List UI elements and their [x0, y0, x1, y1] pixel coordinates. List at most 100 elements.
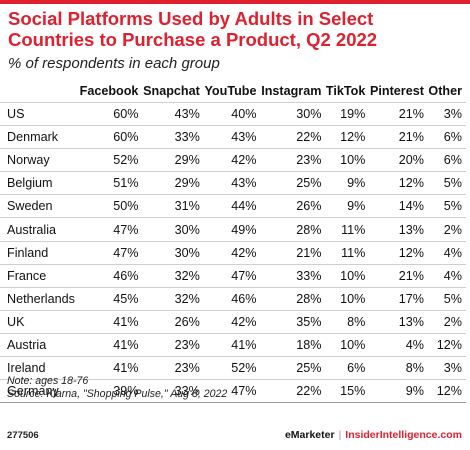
- value-cell: 33%: [142, 125, 204, 149]
- value-cell: 31%: [142, 194, 204, 218]
- table-row: Belgium 51% 29% 43% 25% 9% 12% 5%: [0, 171, 466, 195]
- column-header: Facebook: [79, 84, 139, 98]
- value-cell: 47%: [203, 263, 261, 288]
- table-row: Australia 47% 30% 49% 28% 11% 13% 2%: [0, 217, 466, 242]
- value-cell: 10%: [325, 263, 370, 288]
- country-label: Belgium: [0, 171, 79, 195]
- value-cell: 44%: [203, 194, 261, 218]
- table-row: Finland 47% 30% 42% 21% 11% 12% 4%: [0, 240, 466, 265]
- value-cell: 3%: [427, 356, 466, 380]
- column-header: YouTube: [204, 84, 257, 98]
- value-cell: 21%: [369, 263, 428, 288]
- value-cell: 5%: [427, 286, 466, 311]
- value-cell: 6%: [427, 125, 466, 149]
- note-text: Note: ages 18-76: [7, 375, 89, 387]
- value-cell: 6%: [427, 148, 466, 172]
- value-cell: 52%: [78, 148, 143, 172]
- table-row: US 60% 43% 40% 30% 19% 21% 3%: [0, 101, 466, 126]
- value-cell: 30%: [142, 217, 204, 242]
- value-cell: 21%: [260, 240, 326, 265]
- value-cell: 17%: [369, 286, 428, 311]
- table-body: US 60% 43% 40% 30% 19% 21% 3% Denmark 60% 33% 43% 22…: [0, 101, 466, 404]
- top-accent-rule: [0, 0, 470, 4]
- value-cell: 18%: [260, 332, 326, 357]
- value-cell: 21%: [369, 101, 428, 126]
- table-row: Sweden 50% 31% 44% 26% 9% 14% 5%: [0, 194, 466, 218]
- value-cell: 41%: [78, 309, 143, 334]
- table-row: Austria 41% 23% 41% 18% 10% 4% 12%: [0, 332, 466, 357]
- value-cell: 29%: [142, 171, 204, 195]
- value-cell: 60%: [78, 125, 143, 149]
- value-cell: 52%: [203, 356, 261, 380]
- value-cell: 29%: [142, 148, 204, 172]
- value-cell: 26%: [142, 309, 204, 334]
- table-row: Denmark 60% 33% 43% 22% 12% 21% 6%: [0, 125, 466, 149]
- value-cell: 50%: [78, 194, 143, 218]
- value-cell: 9%: [369, 379, 428, 404]
- value-cell: 12%: [427, 379, 466, 404]
- value-cell: 15%: [325, 379, 370, 404]
- value-cell: 49%: [203, 217, 261, 242]
- value-cell: 2%: [427, 217, 466, 242]
- header-row: Facebook Snapchat YouTube Instagram TikT…: [0, 80, 466, 103]
- value-cell: 32%: [142, 263, 204, 288]
- value-cell: 12%: [427, 332, 466, 357]
- value-cell: 43%: [142, 101, 204, 126]
- value-cell: 32%: [142, 286, 204, 311]
- value-cell: 13%: [369, 309, 428, 334]
- value-cell: 10%: [325, 148, 370, 172]
- brand-insider-intelligence: InsiderIntelligence.com: [345, 429, 462, 441]
- value-cell: 8%: [369, 356, 428, 380]
- value-cell: 14%: [369, 194, 428, 218]
- value-cell: 3%: [427, 101, 466, 126]
- value-cell: 25%: [260, 356, 326, 380]
- column-header: Snapchat: [143, 84, 200, 98]
- chart-subtitle: % of respondents in each group: [8, 55, 220, 72]
- source-text: Source: Klarna, "Shopping Pulse," Aug 8,…: [7, 388, 228, 400]
- value-cell: 39%: [78, 379, 143, 404]
- value-cell: 6%: [325, 356, 370, 380]
- table-row: UK 41% 26% 42% 35% 8% 13% 2%: [0, 309, 466, 334]
- value-cell: 35%: [260, 309, 326, 334]
- country-label: US: [0, 101, 79, 126]
- value-cell: 30%: [142, 240, 204, 265]
- data-table: Facebook Snapchat YouTube Instagram TikT…: [0, 80, 466, 404]
- value-cell: 23%: [142, 332, 204, 357]
- country-label: Sweden: [0, 194, 79, 218]
- value-cell: 13%: [369, 217, 428, 242]
- chart-id: 277506: [7, 430, 39, 441]
- value-cell: 4%: [369, 332, 428, 357]
- country-label: UK: [0, 309, 79, 334]
- value-cell: 41%: [203, 332, 261, 357]
- brand-emarketer: eMarketer: [284, 429, 335, 441]
- value-cell: 51%: [78, 171, 143, 195]
- value-cell: 43%: [203, 125, 261, 149]
- value-cell: 30%: [260, 101, 326, 126]
- column-header: Instagram: [261, 84, 322, 98]
- country-label: Australia: [0, 217, 79, 242]
- value-cell: 5%: [427, 194, 466, 218]
- value-cell: 47%: [78, 217, 143, 242]
- country-label: Ireland: [0, 356, 79, 380]
- country-label: Netherlands: [0, 286, 79, 311]
- value-cell: 47%: [203, 379, 261, 404]
- value-cell: 2%: [427, 309, 466, 334]
- value-cell: 20%: [369, 148, 428, 172]
- value-cell: 41%: [78, 356, 143, 380]
- value-cell: 28%: [260, 217, 326, 242]
- column-header: Pinterest: [370, 84, 424, 98]
- value-cell: 45%: [78, 286, 143, 311]
- value-cell: 42%: [203, 240, 261, 265]
- table-row: Norway 52% 29% 42% 23% 10% 20% 6%: [0, 148, 466, 172]
- value-cell: 46%: [203, 286, 261, 311]
- notes: Note: ages 18-76 Source: Klarna, "Shoppi…: [7, 375, 227, 401]
- value-cell: 19%: [325, 101, 370, 126]
- country-label: Denmark: [0, 125, 79, 149]
- value-cell: 11%: [325, 217, 370, 242]
- column-header: TikTok: [325, 84, 366, 98]
- value-cell: 9%: [325, 171, 370, 195]
- column-header: Other: [428, 84, 462, 98]
- country-label: France: [0, 263, 79, 288]
- value-cell: 42%: [203, 148, 261, 172]
- country-label: Finland: [0, 240, 79, 265]
